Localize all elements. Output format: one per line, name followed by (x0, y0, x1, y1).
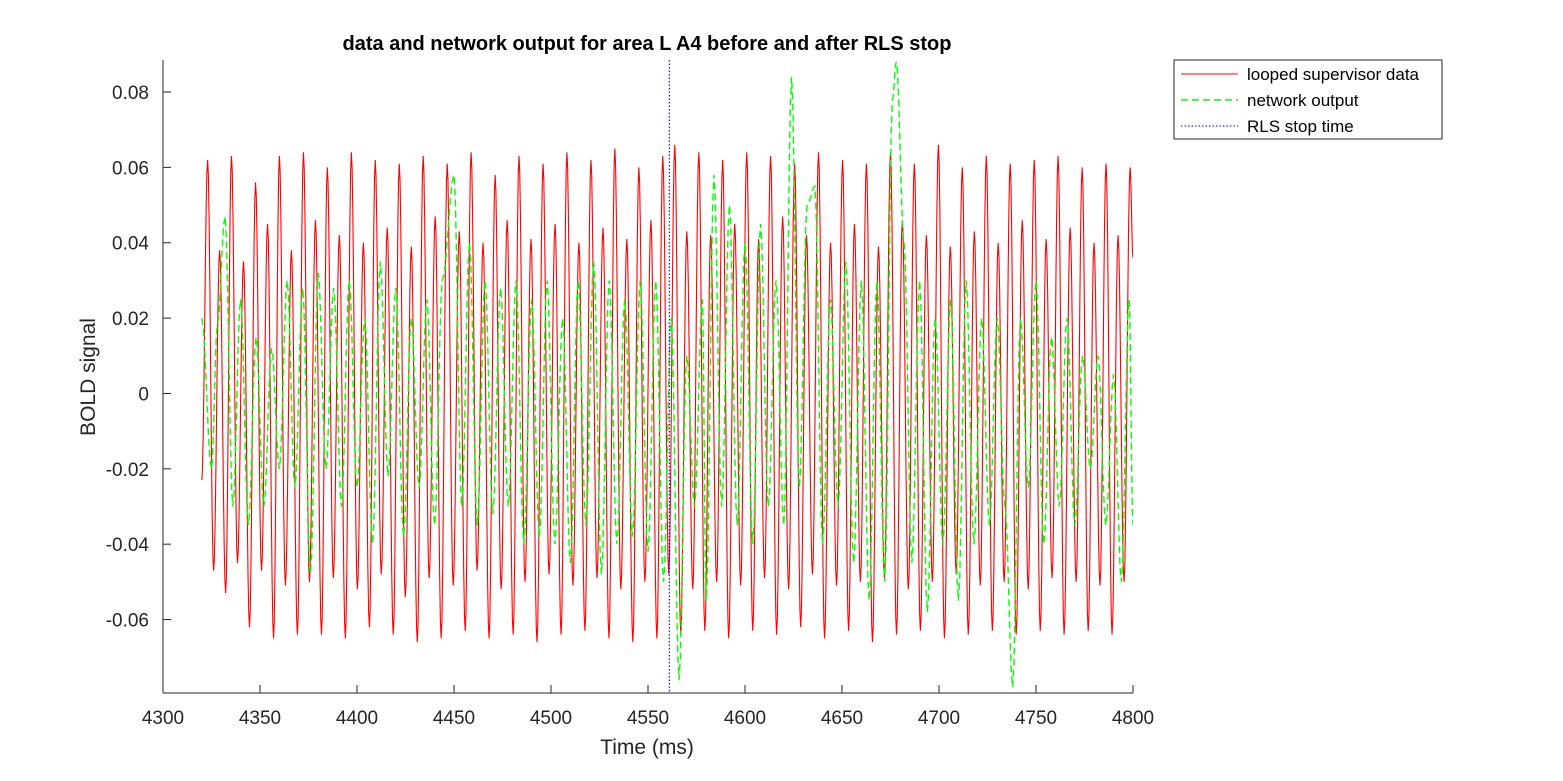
series-looped-supervisor-data (201, 144, 1133, 643)
plot-lines (201, 60, 1133, 693)
legend: looped supervisor data network output RLS … (1173, 59, 1443, 140)
x-tick-label: 4400 (336, 708, 378, 729)
x-tick-label: 4650 (821, 708, 863, 729)
legend-entry: looped supervisor data (1247, 65, 1420, 84)
legend-entry: network output (1247, 91, 1359, 110)
x-tick-label: 4550 (627, 708, 669, 729)
axes: 4300 4350 4400 4450 4500 4550 4600 4650 4700 4750… (106, 60, 1154, 729)
y-tick-label: -0.02 (106, 460, 149, 481)
y-tick-label: 0.04 (112, 234, 149, 255)
x-tick-label: 4700 (918, 708, 960, 729)
y-axis-label: BOLD signal (77, 318, 100, 436)
series-network-output (201, 61, 1133, 688)
chart-title: data and network output for area L A4 be… (343, 33, 952, 55)
y-tick-label: -0.06 (106, 611, 149, 632)
x-axis-label: Time (ms) (600, 736, 694, 759)
x-tick-label: 4450 (433, 708, 475, 729)
y-tick-label: 0.08 (112, 83, 149, 104)
x-tick-label: 4750 (1015, 708, 1057, 729)
x-tick-label: 4300 (142, 708, 184, 729)
y-tick-label: 0.06 (112, 158, 149, 179)
x-tick-label: 4600 (724, 708, 766, 729)
y-tick-label: 0.02 (112, 309, 149, 330)
y-tick-label: 0 (138, 384, 149, 405)
x-tick-label: 4350 (239, 708, 281, 729)
x-tick-label: 4500 (530, 708, 572, 729)
legend-entry: RLS stop time (1247, 117, 1354, 136)
x-tick-label: 4800 (1112, 708, 1154, 729)
y-tick-label: -0.04 (106, 535, 150, 556)
